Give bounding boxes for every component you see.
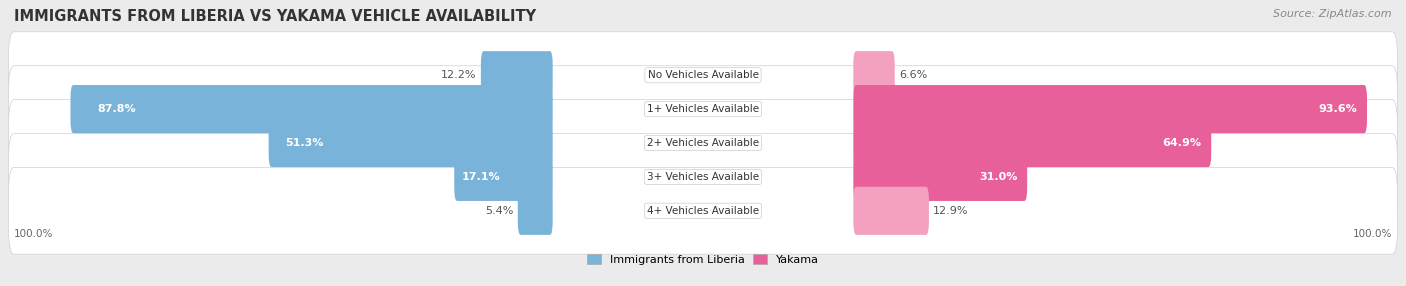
Text: Source: ZipAtlas.com: Source: ZipAtlas.com xyxy=(1274,9,1392,19)
FancyBboxPatch shape xyxy=(454,153,553,201)
FancyBboxPatch shape xyxy=(853,187,929,235)
FancyBboxPatch shape xyxy=(70,85,553,133)
Text: 5.4%: 5.4% xyxy=(485,206,513,216)
Text: 3+ Vehicles Available: 3+ Vehicles Available xyxy=(647,172,759,182)
FancyBboxPatch shape xyxy=(8,66,1398,152)
Text: IMMIGRANTS FROM LIBERIA VS YAKAMA VEHICLE AVAILABILITY: IMMIGRANTS FROM LIBERIA VS YAKAMA VEHICL… xyxy=(14,9,536,23)
Text: 12.9%: 12.9% xyxy=(934,206,969,216)
Text: 2+ Vehicles Available: 2+ Vehicles Available xyxy=(647,138,759,148)
FancyBboxPatch shape xyxy=(853,119,1211,167)
FancyBboxPatch shape xyxy=(8,167,1398,254)
Text: 31.0%: 31.0% xyxy=(979,172,1018,182)
Text: 64.9%: 64.9% xyxy=(1163,138,1202,148)
FancyBboxPatch shape xyxy=(517,187,553,235)
FancyBboxPatch shape xyxy=(853,51,894,99)
Text: 6.6%: 6.6% xyxy=(898,70,927,80)
FancyBboxPatch shape xyxy=(269,119,553,167)
Text: 1+ Vehicles Available: 1+ Vehicles Available xyxy=(647,104,759,114)
Text: No Vehicles Available: No Vehicles Available xyxy=(648,70,758,80)
Text: 93.6%: 93.6% xyxy=(1319,104,1357,114)
Text: 17.1%: 17.1% xyxy=(461,172,501,182)
Text: 4+ Vehicles Available: 4+ Vehicles Available xyxy=(647,206,759,216)
FancyBboxPatch shape xyxy=(8,134,1398,220)
Text: 51.3%: 51.3% xyxy=(285,138,323,148)
FancyBboxPatch shape xyxy=(853,153,1028,201)
FancyBboxPatch shape xyxy=(8,32,1398,119)
FancyBboxPatch shape xyxy=(8,100,1398,186)
Text: 87.8%: 87.8% xyxy=(97,104,136,114)
FancyBboxPatch shape xyxy=(481,51,553,99)
Text: 100.0%: 100.0% xyxy=(14,229,53,239)
Legend: Immigrants from Liberia, Yakama: Immigrants from Liberia, Yakama xyxy=(583,250,823,269)
FancyBboxPatch shape xyxy=(853,85,1367,133)
Text: 12.2%: 12.2% xyxy=(441,70,477,80)
Text: 100.0%: 100.0% xyxy=(1353,229,1392,239)
